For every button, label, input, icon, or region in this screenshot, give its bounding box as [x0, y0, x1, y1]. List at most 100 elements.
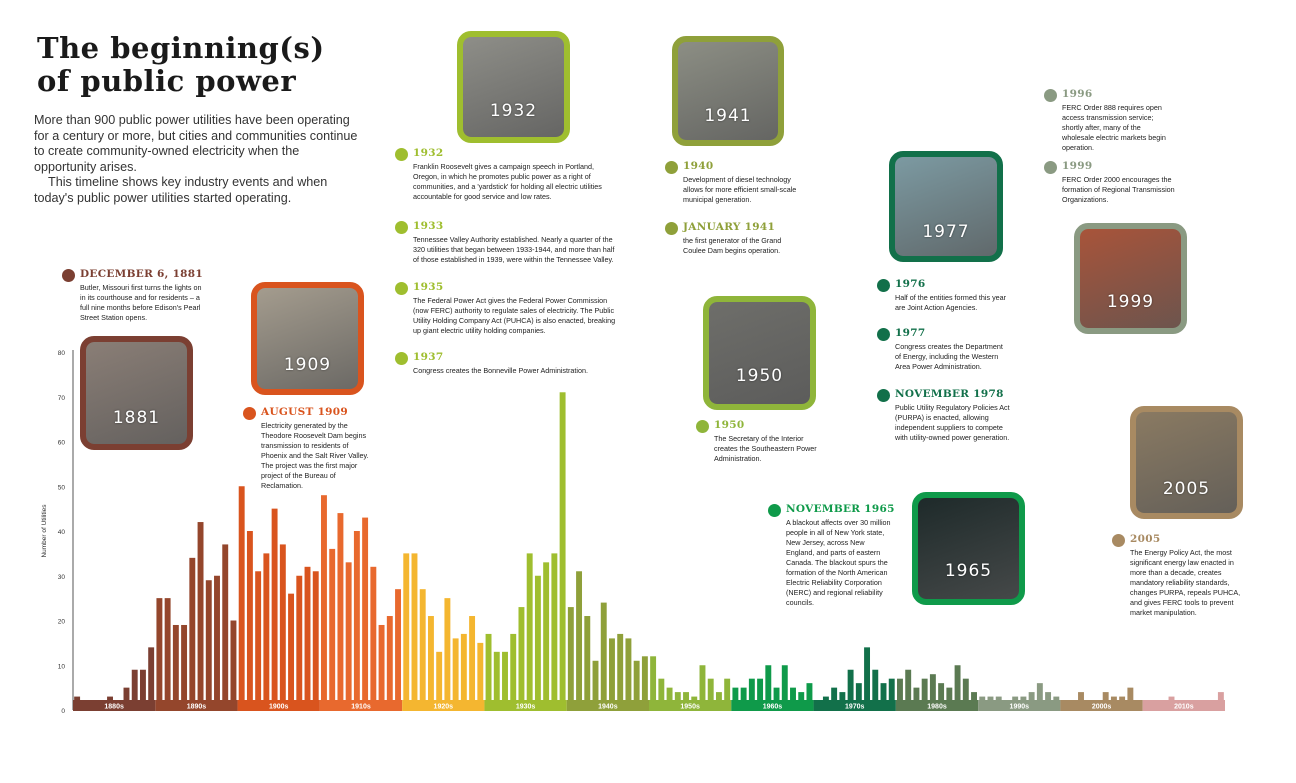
event-dot-icon [243, 407, 256, 420]
bar [337, 513, 344, 710]
bar [551, 553, 558, 711]
bar [386, 616, 393, 710]
photo-label: 1950 [735, 366, 784, 386]
event-year: 1935 [413, 281, 444, 293]
event-dot-icon [62, 269, 75, 282]
bar [296, 575, 303, 710]
photo-label: 1941 [704, 106, 752, 126]
photo-label: 1965 [944, 561, 993, 581]
event-dot-icon [395, 352, 408, 365]
event-text: FERC Order 2000 encourages the formation… [1062, 175, 1175, 204]
event-text: Development of diesel technology allows … [683, 175, 797, 204]
bar [139, 669, 146, 710]
event-text: A blackout affects over 30 million peopl… [786, 518, 891, 607]
event-text: The Secretary of the Interior creates th… [714, 434, 817, 463]
decade-band-segment [484, 700, 567, 711]
decade-label: 2000s [1092, 704, 1112, 711]
bar [427, 616, 434, 710]
decade-label: 1890s [187, 704, 207, 711]
event-text: Half of the entities formed this year ar… [895, 293, 1007, 312]
bar [321, 495, 327, 710]
event-text: Public Utility Regulatory Policies Act (… [895, 403, 1010, 442]
bar [172, 624, 179, 710]
bar [197, 522, 204, 710]
bar [214, 575, 220, 710]
decade-label: 1910s [351, 704, 371, 711]
city-blackout-photo [918, 498, 1019, 599]
bar [946, 687, 953, 711]
transmission-tower-photo [1080, 229, 1181, 328]
bar [740, 687, 747, 711]
photo-1932: 1932 [457, 31, 570, 143]
bar [403, 553, 410, 711]
bar [847, 669, 854, 710]
bar [246, 531, 253, 710]
photo-label: 1909 [283, 355, 332, 375]
bar [921, 678, 928, 710]
bar [205, 580, 212, 710]
event-text: FERC Order 888 requires open access tran… [1062, 103, 1166, 152]
bar [888, 678, 895, 710]
courthouse-photo [86, 342, 187, 444]
event-dot-icon [665, 222, 678, 235]
event-dot-icon [395, 282, 408, 295]
decade-band-segment [895, 700, 979, 711]
photo-1977: 1977 [889, 151, 1003, 262]
decade-band-segment [731, 700, 814, 711]
bar [707, 678, 714, 710]
y-tick-label: 40 [58, 529, 66, 536]
bar [279, 544, 286, 710]
y-tick-label: 0 [61, 708, 65, 715]
decade-band-segment [978, 700, 1061, 711]
bar [288, 593, 295, 710]
photo-1881: 1881 [80, 336, 193, 450]
bar [592, 660, 599, 710]
bar [469, 616, 476, 710]
event-dot-icon [877, 389, 890, 402]
bar [395, 589, 401, 710]
y-tick-label: 70 [58, 395, 66, 402]
y-tick-label: 50 [58, 484, 66, 491]
bar [353, 531, 360, 710]
event-dot-icon [1044, 89, 1057, 102]
bar [724, 678, 731, 710]
bar [962, 678, 969, 710]
bar [773, 687, 780, 711]
event-year: 1933 [413, 220, 444, 232]
y-tick-label: 30 [58, 574, 66, 581]
photo-label: 1881 [112, 408, 161, 428]
event-text: The Federal Power Act gives the Federal … [413, 296, 616, 335]
photo-label: 2005 [1162, 479, 1211, 499]
decade-band-segment [319, 700, 403, 711]
bar [312, 571, 319, 710]
bar [411, 553, 418, 711]
photo-1950: 1950 [703, 296, 816, 410]
bar [444, 598, 451, 711]
event-year: 1937 [413, 351, 444, 363]
bar [641, 656, 648, 710]
bar [757, 678, 764, 710]
event-year: NOVEMBER 1965 [786, 503, 895, 515]
event-year: 1996 [1062, 88, 1093, 100]
event-year: 1976 [895, 278, 926, 290]
event-year: DECEMBER 6, 1881 [80, 268, 203, 280]
bar [493, 651, 500, 710]
bar [855, 683, 862, 710]
bar [543, 562, 550, 710]
event-dot-icon [768, 504, 781, 517]
title-line-2: of public power [37, 64, 297, 98]
photo-2005: 2005 [1130, 406, 1243, 519]
bar [189, 557, 196, 710]
photo-label: 1999 [1106, 292, 1155, 312]
bar [567, 607, 574, 710]
event-text: The Energy Policy Act, the most signific… [1130, 548, 1241, 617]
photo-label: 1977 [922, 222, 970, 242]
photo-1999: 1999 [1074, 223, 1187, 334]
event-dot-icon [1112, 534, 1125, 547]
event-year: NOVEMBER 1978 [895, 388, 1004, 400]
decade-band-segment [237, 700, 320, 711]
bar [123, 687, 130, 711]
bar [781, 665, 788, 710]
y-tick-label: 60 [58, 440, 66, 447]
